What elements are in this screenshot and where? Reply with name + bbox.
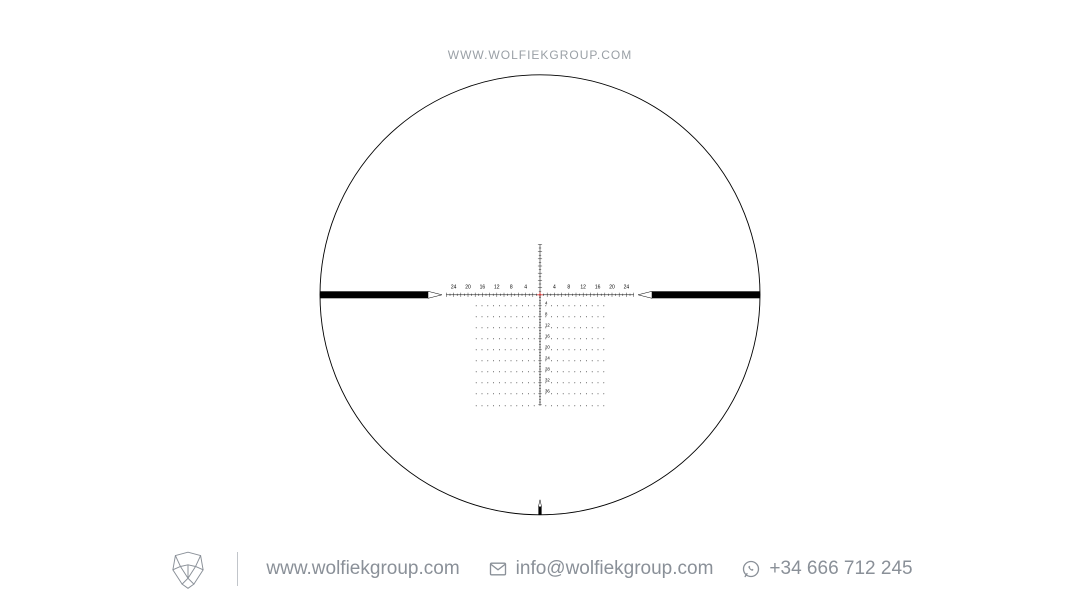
svg-text:28: 28 [545, 367, 550, 372]
watermark-url: WWW.WOLFIEKGROUP.COM [448, 48, 632, 62]
reticle-svg: 242016128448121620244812162024283236 [310, 65, 770, 525]
footer: www.wolfiekgroup.com info@wolfiekgroup.c… [0, 548, 1080, 590]
svg-text:32: 32 [545, 378, 550, 383]
footer-website[interactable]: www.wolfiekgroup.com [266, 558, 459, 580]
mail-icon [488, 559, 508, 579]
svg-text:24: 24 [545, 356, 550, 361]
svg-text:16: 16 [545, 334, 550, 339]
svg-text:24: 24 [451, 284, 457, 290]
svg-text:4: 4 [553, 284, 556, 290]
footer-email-text: info@wolfiekgroup.com [516, 558, 714, 580]
svg-text:8: 8 [510, 284, 513, 290]
svg-text:36: 36 [545, 389, 550, 394]
svg-text:12: 12 [580, 284, 586, 290]
svg-text:12: 12 [545, 323, 550, 328]
svg-text:24: 24 [624, 284, 630, 290]
svg-text:20: 20 [545, 345, 550, 350]
svg-text:12: 12 [494, 284, 500, 290]
svg-text:4: 4 [524, 284, 527, 290]
svg-text:20: 20 [609, 284, 615, 290]
svg-text:16: 16 [595, 284, 601, 290]
footer-phone[interactable]: +34 666 712 245 [741, 558, 912, 580]
svg-text:16: 16 [480, 284, 486, 290]
whatsapp-icon [741, 559, 761, 579]
reticle-figure: 242016128448121620244812162024283236 [310, 65, 770, 525]
footer-email[interactable]: info@wolfiekgroup.com [488, 558, 714, 580]
footer-phone-text: +34 666 712 245 [769, 558, 912, 580]
footer-divider [237, 552, 238, 586]
wolf-logo-icon [167, 548, 209, 590]
svg-text:20: 20 [465, 284, 471, 290]
svg-text:8: 8 [567, 284, 570, 290]
